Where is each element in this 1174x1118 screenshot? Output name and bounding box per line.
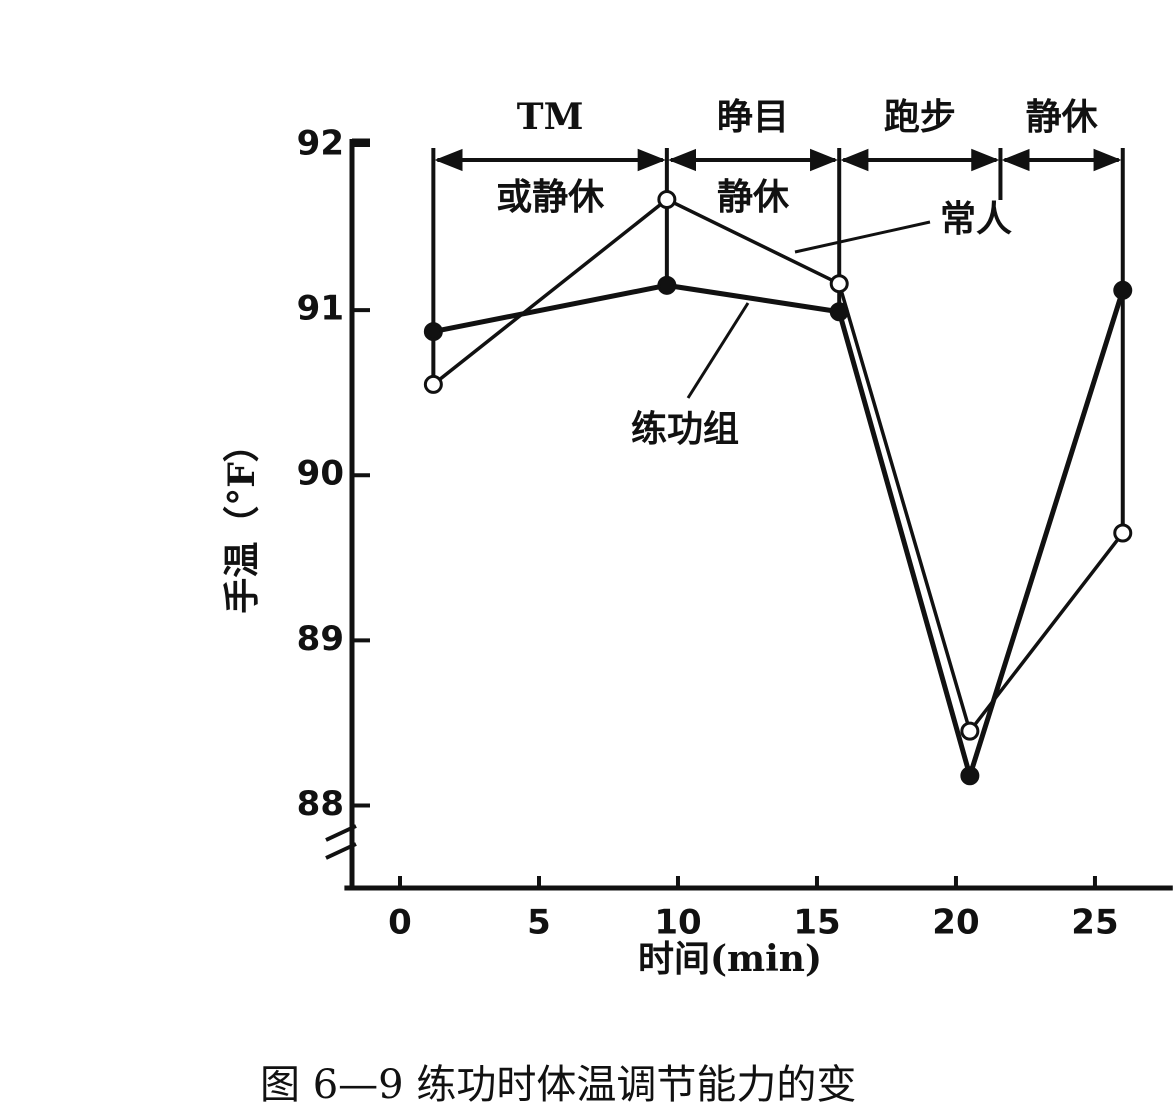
leader-line (794, 220, 931, 254)
data-point (960, 766, 980, 786)
leader-line (686, 302, 750, 399)
y-tick-label: 91 (297, 289, 344, 329)
y-tick-label: 88 (297, 784, 344, 824)
phase-label: 静休 (1026, 96, 1099, 138)
data-point (829, 274, 849, 294)
phase-label: 或静休 (496, 176, 605, 218)
caption: 图 6—9 练功时体温调节能力的变 (260, 1062, 856, 1108)
x-tick-label: 15 (793, 903, 840, 943)
phase-label: TM (517, 96, 584, 138)
phase-label: 跑步 (884, 96, 956, 138)
y-tick-label: 89 (297, 619, 344, 659)
x-tick-label: 10 (654, 903, 701, 943)
x-tick-label: 20 (932, 903, 979, 943)
series-line (432, 282, 1126, 785)
y-tick-label: 90 (297, 454, 344, 494)
x-tick-label: 25 (1071, 903, 1118, 943)
data-point (657, 275, 677, 295)
data-point (1113, 523, 1133, 543)
series-annotation: 练功组 (631, 408, 739, 450)
x-tick-label: 5 (527, 903, 551, 943)
series-annotation: 常人 (940, 198, 1012, 240)
y-axis-label: 手温（°F） (221, 426, 263, 614)
data-point (960, 721, 980, 741)
series-line (432, 197, 1125, 735)
phase-label: 睁目 (717, 96, 789, 138)
data-point (1113, 280, 1133, 300)
data-point (829, 302, 849, 322)
phase-label: 静休 (717, 176, 790, 218)
x-axis-label: 时间(min) (638, 938, 822, 980)
data-point (423, 322, 443, 342)
y-tick-label: 92 (297, 124, 344, 164)
data-point (423, 374, 443, 394)
x-tick-label: 0 (388, 903, 412, 943)
data-point (657, 189, 677, 209)
